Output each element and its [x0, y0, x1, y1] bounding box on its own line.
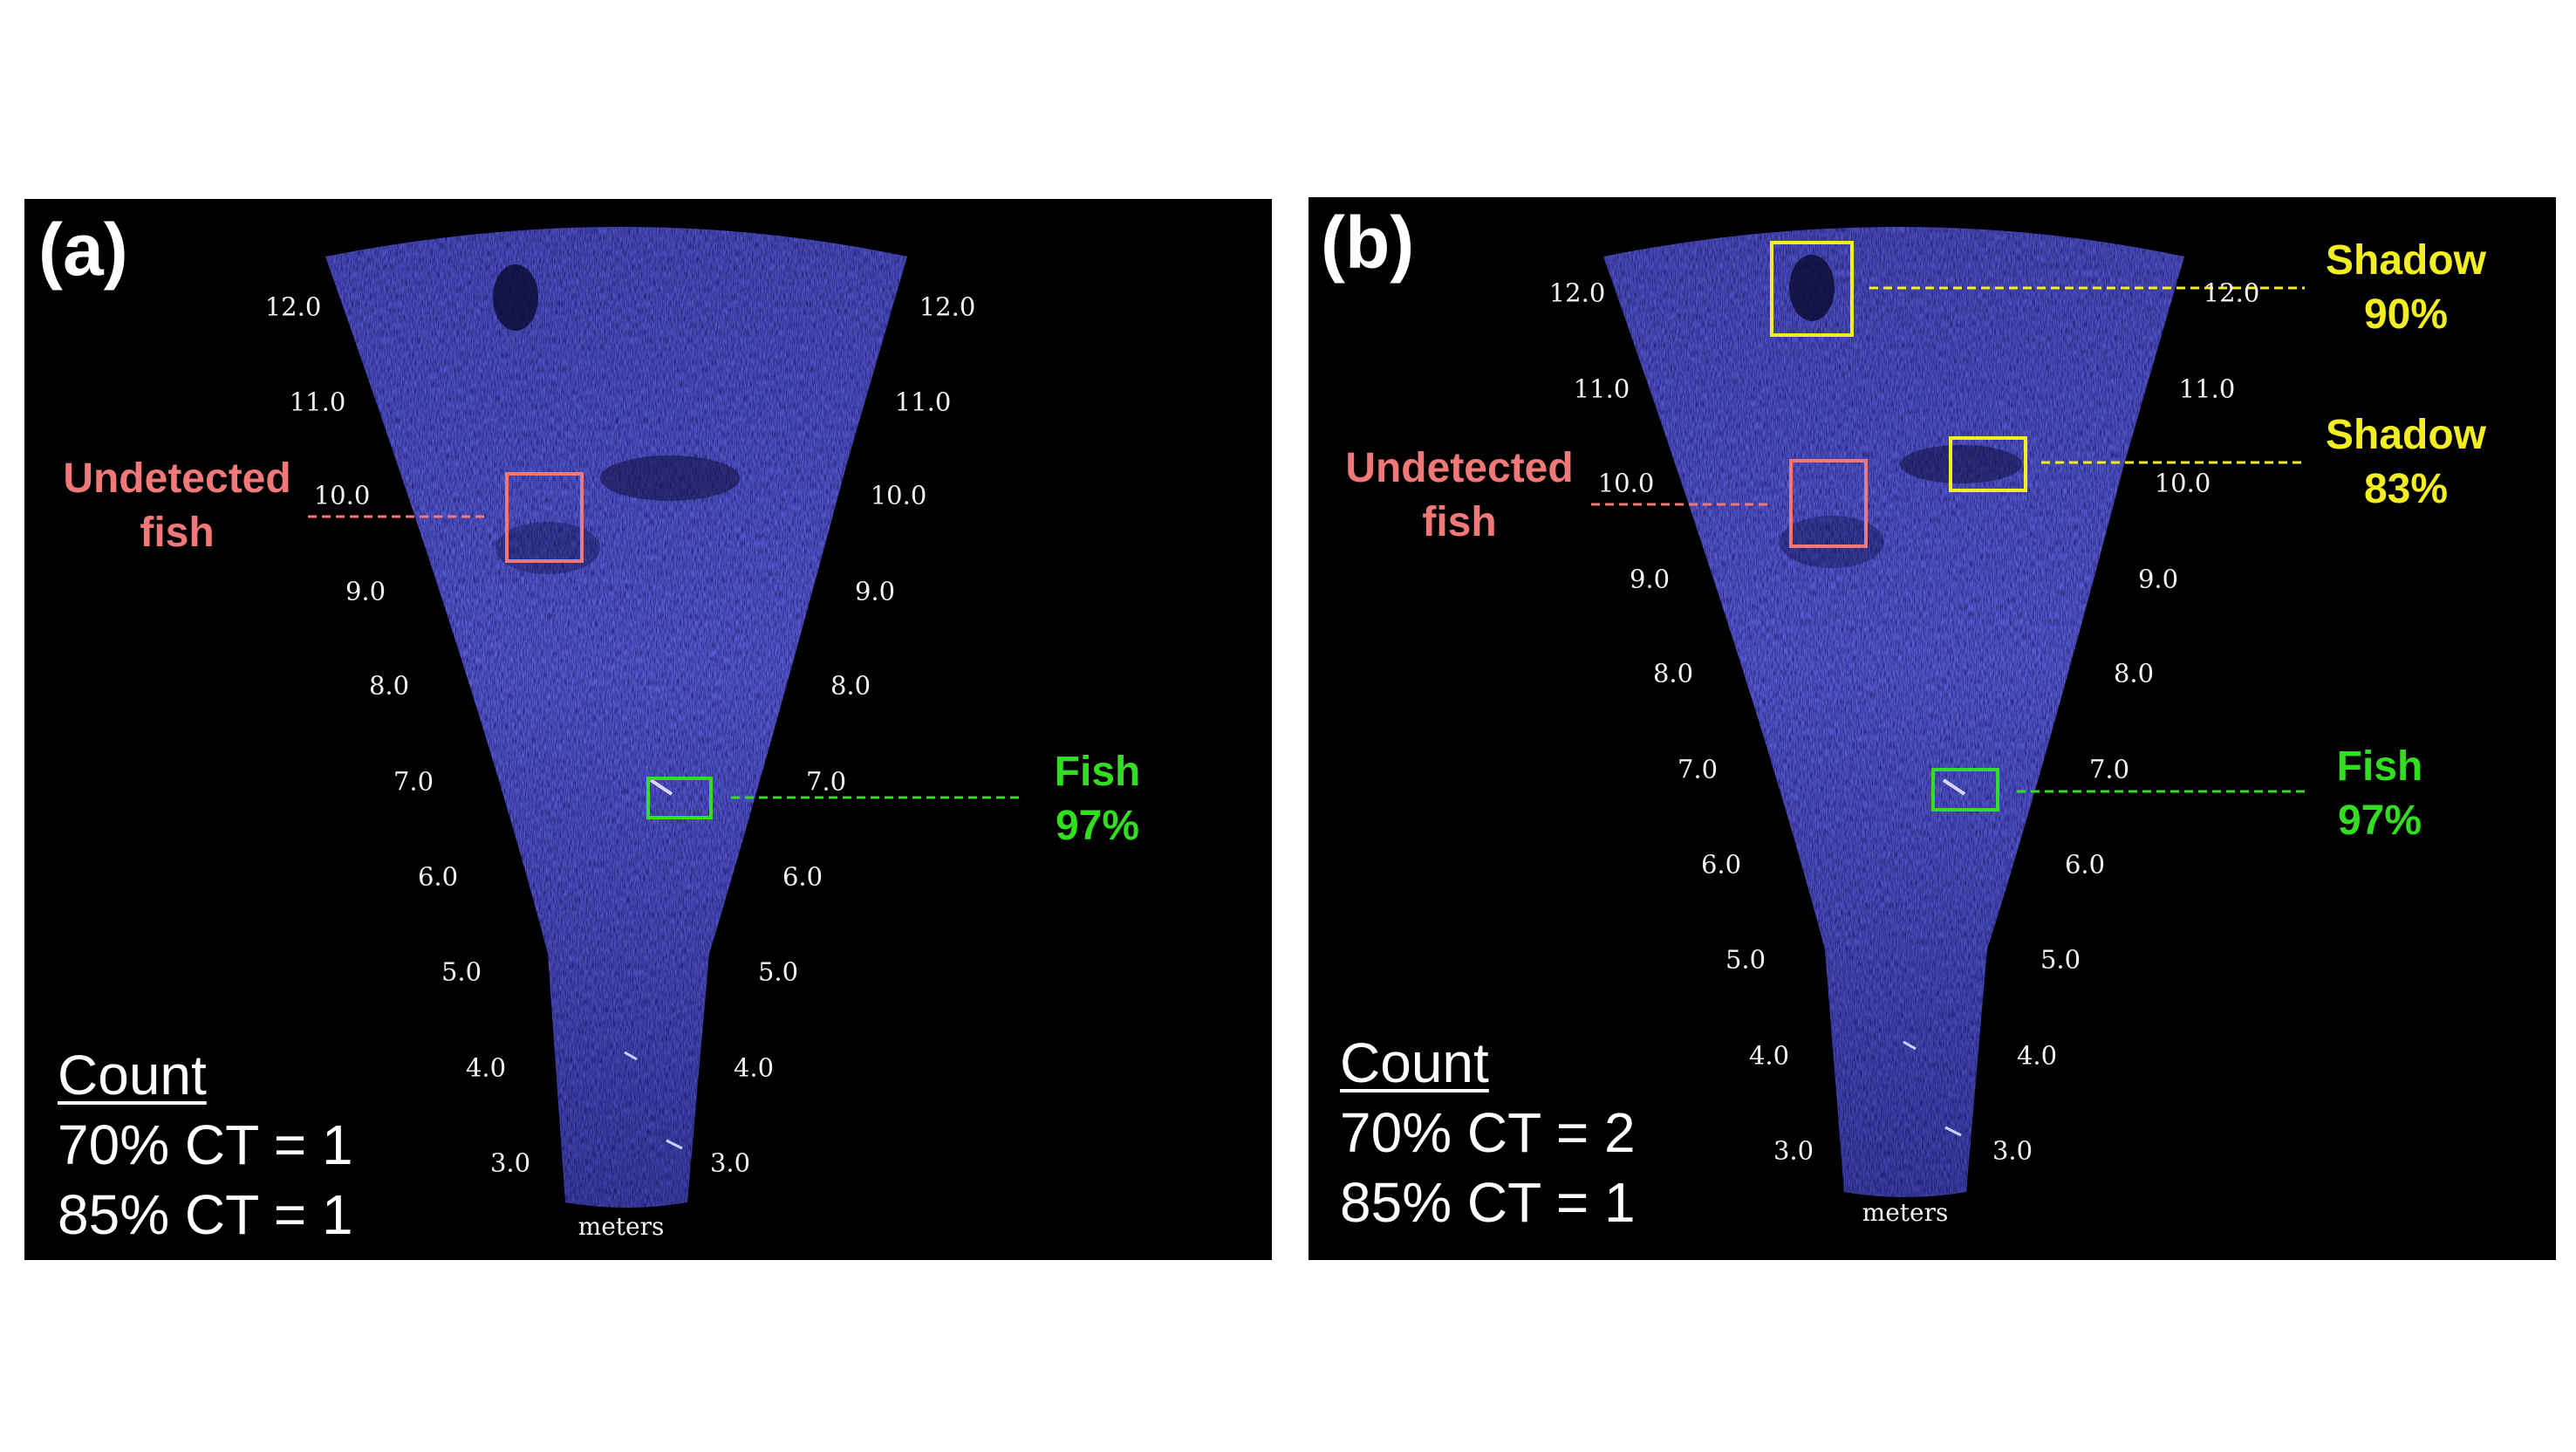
range-tick: 10.0 [313, 480, 371, 510]
range-tick: 6.0 [1700, 849, 1742, 880]
range-tick: 12.0 [919, 291, 976, 322]
range-tick: 9.0 [345, 576, 386, 606]
range-tick: 5.0 [757, 956, 799, 987]
unit-label: meters [577, 1212, 665, 1241]
fish-label: Fish 97% [1054, 749, 1141, 849]
range-tick: 7.0 [805, 766, 847, 797]
range-tick: 7.0 [2088, 754, 2130, 784]
sonar-image-a [308, 227, 1022, 1208]
range-tick: 3.0 [709, 1147, 751, 1178]
sonar-panel-a: (a) 12.0 11.0 10.0 9.0 8.0 7.0 6.0 5.0 4… [24, 199, 1272, 1260]
undetected-fish-box [505, 472, 584, 563]
range-tick: 4.0 [2016, 1040, 2058, 1071]
shadow-label-2: Shadow 83% [2325, 412, 2486, 512]
range-tick: 10.0 [870, 480, 927, 510]
fish-echo [1942, 778, 1966, 796]
range-tick: 6.0 [417, 861, 459, 892]
range-tick: 10.0 [1597, 468, 1655, 498]
unit-label: meters [1862, 1198, 1949, 1227]
shadow-box-1 [1770, 241, 1854, 337]
sonar-panel-b: (b) 12.0 11.0 10.0 9.0 8.0 7.0 6.0 5.0 4… [1308, 197, 2556, 1260]
sonar-image-b [1591, 227, 2305, 1197]
range-tick: 4.0 [733, 1052, 775, 1083]
count-70-ct: 70% CT = 2 [1340, 1101, 1636, 1164]
range-tick: 7.0 [393, 766, 434, 797]
panel-label-b: (b) [1321, 202, 1415, 284]
count-summary: Count 70% CT = 1 85% CT = 1 [58, 1040, 353, 1250]
fish-detection-box [1931, 768, 1999, 812]
range-tick: 7.0 [1677, 754, 1718, 784]
undetected-fish-label: Undetected fish [63, 455, 291, 556]
range-tick: 9.0 [2137, 564, 2179, 594]
count-title: Count [1340, 1031, 1489, 1094]
fish-echo [649, 778, 673, 796]
range-tick: 11.0 [289, 387, 346, 417]
range-tick: 3.0 [1992, 1135, 2033, 1166]
range-tick: 6.0 [2064, 849, 2106, 880]
range-tick: 10.0 [2154, 468, 2211, 498]
shadow-label-1: Shadow 90% [2325, 237, 2486, 338]
undetected-fish-box [1789, 459, 1868, 548]
range-tick: 12.0 [1548, 277, 1606, 308]
count-summary: Count 70% CT = 2 85% CT = 1 [1340, 1028, 1636, 1237]
range-tick: 12.0 [264, 291, 322, 322]
range-tick: 8.0 [830, 670, 871, 701]
dark-patch [1789, 255, 1835, 321]
fish-detection-box [646, 777, 713, 819]
range-tick: 11.0 [894, 387, 952, 417]
count-85-ct: 85% CT = 1 [1340, 1171, 1636, 1234]
range-tick: 3.0 [1773, 1135, 1814, 1166]
range-tick: 4.0 [465, 1052, 507, 1083]
range-tick: 4.0 [1748, 1040, 1790, 1071]
undetected-fish-label: Undetected fish [1345, 445, 1574, 545]
range-tick: 11.0 [2178, 373, 2236, 404]
count-title: Count [58, 1044, 207, 1106]
range-tick: 12.0 [2203, 277, 2260, 308]
shadow-box-2 [1949, 436, 2027, 492]
count-85-ct: 85% CT = 1 [58, 1183, 353, 1246]
range-tick: 8.0 [2113, 658, 2155, 688]
panel-label-a: (a) [38, 209, 128, 291]
dark-patch [493, 264, 538, 331]
count-70-ct: 70% CT = 1 [58, 1113, 353, 1176]
range-tick: 6.0 [782, 861, 823, 892]
range-tick: 5.0 [1725, 944, 1766, 975]
range-tick: 3.0 [489, 1147, 531, 1178]
range-tick: 8.0 [1652, 658, 1694, 688]
range-tick: 9.0 [854, 576, 896, 606]
range-tick: 9.0 [1629, 564, 1671, 594]
fish-label: Fish 97% [2336, 743, 2423, 844]
range-tick: 5.0 [441, 956, 482, 987]
range-tick: 11.0 [1573, 373, 1630, 404]
range-tick: 5.0 [2040, 944, 2081, 975]
range-tick: 8.0 [368, 670, 410, 701]
